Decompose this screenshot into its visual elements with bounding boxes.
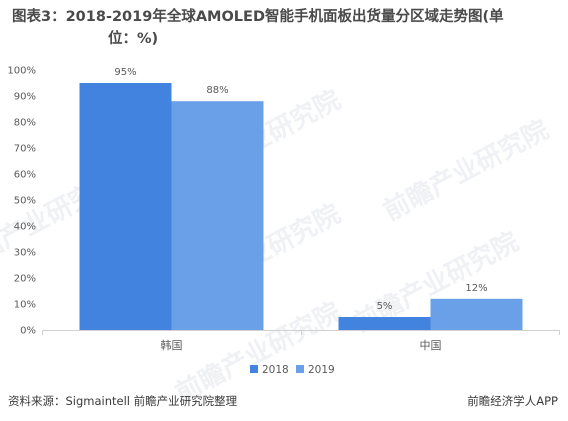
y-axis: 0% 10% 20% 30% 40% 50% 60% 70% 80% 90% 100%	[7, 66, 36, 337]
x-axis: 韩国 中国	[42, 330, 560, 352]
x-category-label: 中国	[420, 339, 442, 352]
chart-title: 图表3：2018-2019年全球AMOLED智能手机面板出货量分区域走势图(单 …	[12, 6, 557, 50]
y-tick-label: 20%	[14, 274, 36, 285]
data-label: 88%	[206, 85, 228, 96]
watermark-text: 前瞻产业研究院	[378, 114, 553, 227]
legend-label: 2018	[262, 364, 289, 376]
y-tick-label: 10%	[14, 300, 36, 311]
data-label: 95%	[114, 67, 136, 78]
legend: 2018 2019	[250, 364, 335, 376]
y-tick-label: 80%	[14, 118, 36, 129]
y-tick-label: 60%	[14, 170, 36, 181]
y-tick-label: 50%	[14, 196, 36, 207]
y-tick-label: 0%	[20, 326, 36, 337]
legend-swatch	[296, 365, 304, 373]
y-tick-label: 70%	[14, 144, 36, 155]
bar-2018-1	[338, 317, 431, 330]
source-note: 资料来源：Sigmaintell 前瞻产业研究院整理	[8, 394, 238, 408]
chart-title-line2: 位：%)	[108, 31, 159, 47]
bar-2019-1	[430, 298, 523, 330]
brand-label: 前瞻经济学人APP	[467, 394, 558, 408]
legend-label: 2019	[308, 364, 335, 376]
chart-title-line1: 图表3：2018-2019年全球AMOLED智能手机面板出货量分区域走势图(单	[12, 9, 504, 25]
legend-swatch	[250, 365, 258, 373]
data-label: 12%	[465, 283, 487, 294]
bar-2018-0	[79, 83, 172, 330]
y-tick-label: 30%	[14, 248, 36, 259]
bars: 95% 88% 5% 12%	[79, 67, 523, 330]
y-tick-label: 40%	[14, 222, 36, 233]
x-category-label: 韩国	[161, 338, 183, 352]
y-tick-label: 90%	[14, 92, 36, 103]
bar-2019-0	[171, 101, 264, 330]
y-tick-label: 100%	[7, 66, 36, 77]
data-label: 5%	[377, 301, 393, 312]
